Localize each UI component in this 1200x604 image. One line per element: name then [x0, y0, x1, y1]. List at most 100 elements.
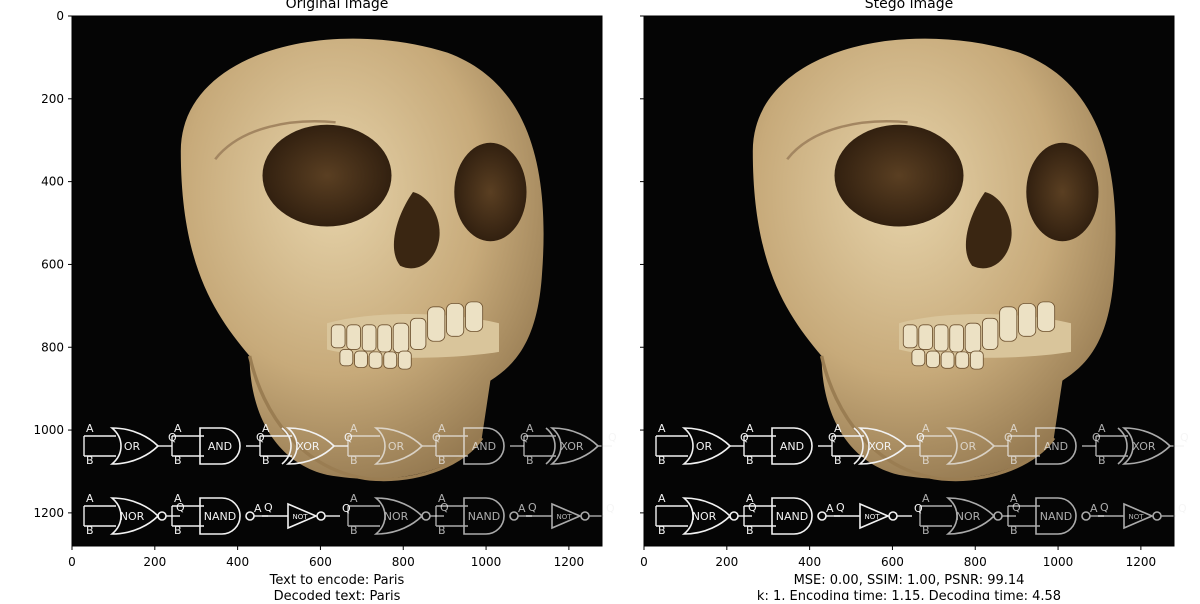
gate-label: NOT [292, 513, 308, 521]
input-label: B [526, 454, 534, 467]
x-tick-label: 0 [640, 555, 648, 569]
panel-title: Original image [286, 0, 389, 12]
output-label: Q [528, 501, 537, 514]
gate-label: OR [960, 440, 977, 453]
logic-gate-icon: A Q NOT [254, 502, 351, 529]
x-tick-label: 200 [143, 555, 166, 569]
input-label: A [658, 422, 666, 435]
output-label: Q [606, 502, 615, 515]
input-label: B [746, 524, 754, 537]
input-label: B [834, 454, 842, 467]
input-label: A [254, 502, 262, 515]
input-label: A [518, 502, 526, 515]
caption-line: Decoded text: Paris [274, 589, 401, 600]
axes-frame [71, 15, 603, 547]
input-label: A [350, 422, 358, 435]
x-tick-label: 1000 [471, 555, 502, 569]
input-label: A [834, 422, 842, 435]
gate-label: AND [1044, 440, 1068, 453]
input-label: A [174, 422, 182, 435]
gate-label: NOR [956, 510, 981, 523]
x-tick-label: 1200 [1126, 555, 1157, 569]
logic-gate-icon: A B Q NAND [435, 492, 537, 537]
gate-label: NOT [1128, 513, 1144, 521]
axes-frame [643, 15, 1175, 547]
input-label: B [922, 524, 930, 537]
y-tick-label: 400 [41, 175, 64, 189]
output-label: Q [1178, 502, 1187, 515]
gate-label: OR [388, 440, 405, 453]
output-label: Q [836, 501, 845, 514]
gate-label: XOR [560, 440, 583, 453]
output-label: Q [1100, 501, 1109, 514]
input-label: B [438, 454, 446, 467]
x-tick-label: 1000 [1043, 555, 1074, 569]
input-label: A [1010, 422, 1018, 435]
x-tick-label: 600 [881, 555, 904, 569]
x-tick-label: 200 [715, 555, 738, 569]
y-tick-label: 600 [41, 257, 64, 271]
input-label: A [658, 492, 666, 505]
logic-gate-icon: A Q NOT [826, 502, 923, 529]
input-label: A [350, 492, 358, 505]
input-label: B [1010, 454, 1018, 467]
input-label: B [746, 454, 754, 467]
input-label: B [922, 454, 930, 467]
x-tick-label: 400 [798, 555, 821, 569]
caption-line: Text to encode: Paris [269, 573, 405, 588]
input-label: A [262, 422, 270, 435]
input-label: B [350, 524, 358, 537]
input-label: A [438, 492, 446, 505]
input-label: B [1098, 454, 1106, 467]
stego-image-panel: ABQORABQANDABQXORABQORABQANDABQXORABQNOR… [640, 0, 1189, 604]
gate-label: NAND [468, 510, 500, 523]
caption-line: k: 1, Encoding time: 1.15, Decoding time… [757, 589, 1061, 600]
input-label: B [174, 524, 182, 537]
gate-label: AND [208, 440, 232, 453]
gate-label: NAND [1040, 510, 1072, 523]
output-label: Q [176, 501, 185, 514]
gate-label: XOR [1132, 440, 1155, 453]
input-label: B [86, 454, 94, 467]
input-label: B [438, 524, 446, 537]
input-label: A [86, 422, 94, 435]
input-label: A [1098, 422, 1106, 435]
gate-label: OR [696, 440, 713, 453]
input-label: A [746, 492, 754, 505]
x-tick-label: 1200 [554, 555, 585, 569]
y-tick-label: 0 [56, 9, 64, 23]
input-label: A [174, 492, 182, 505]
input-label: B [1010, 524, 1018, 537]
gate-label: NOT [864, 513, 880, 521]
output-label: Q [608, 431, 617, 444]
input-label: B [262, 454, 270, 467]
input-label: A [86, 492, 94, 505]
y-tick-label: 1200 [33, 506, 64, 520]
y-tick-label: 800 [41, 340, 64, 354]
input-label: A [826, 502, 834, 515]
gate-label: NAND [776, 510, 808, 523]
gate-label: XOR [868, 440, 891, 453]
output-label: Q [1012, 501, 1021, 514]
gate-label: NOR [692, 510, 717, 523]
x-tick-label: 400 [226, 555, 249, 569]
y-tick-label: 200 [41, 92, 64, 106]
gate-label: OR [124, 440, 141, 453]
logic-gate-icon: A B Q XOR [523, 422, 617, 467]
gate-label: NOT [556, 513, 572, 521]
y-tick-label: 1000 [33, 423, 64, 437]
input-label: B [174, 454, 182, 467]
input-label: A [526, 422, 534, 435]
output-label: Q [1180, 431, 1189, 444]
input-label: B [86, 524, 94, 537]
input-label: A [1010, 492, 1018, 505]
input-label: A [922, 492, 930, 505]
caption-line: MSE: 0.00, SSIM: 1.00, PSNR: 99.14 [794, 573, 1025, 588]
gate-label: NOR [120, 510, 145, 523]
output-label: Q [342, 502, 351, 515]
